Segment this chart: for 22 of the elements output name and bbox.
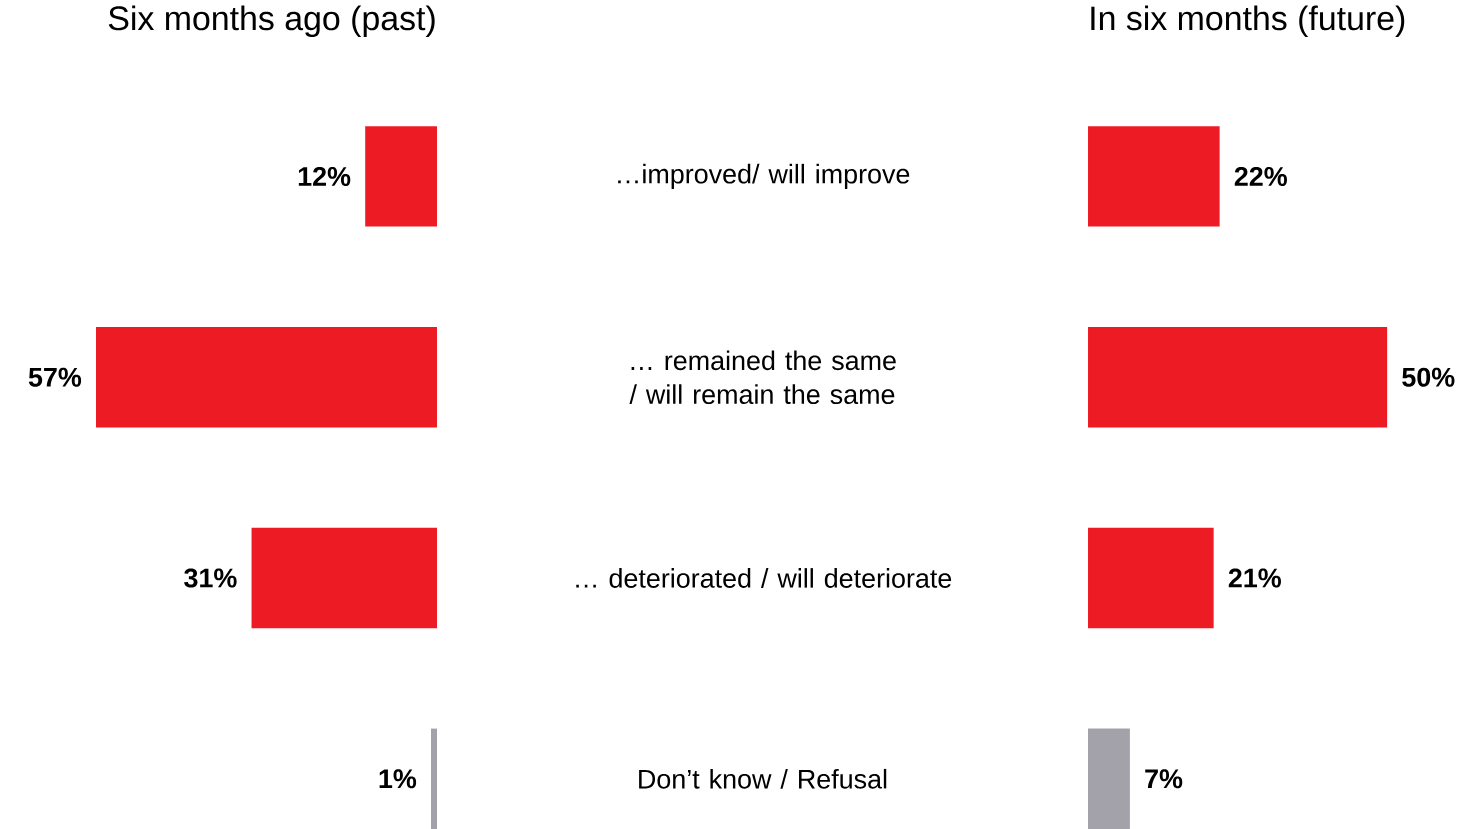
data-label: 50%: [1402, 367, 1455, 387]
bar: [365, 126, 437, 227]
y-tick-label: … remained the same / will remain the same: [629, 350, 896, 405]
bar: [96, 327, 437, 428]
chart-title: In six months (future): [1091, 5, 1405, 38]
y-tick-label: … deteriorated / will deteriorate: [576, 568, 952, 588]
data-label: 31%: [184, 568, 237, 588]
bar: [1088, 527, 1214, 629]
y-tick-label: Don’t know / Refusal: [639, 768, 887, 789]
data-label: 12%: [298, 166, 351, 186]
bar: [251, 527, 437, 629]
data-label: 57%: [28, 367, 82, 387]
data-label: 7%: [1145, 769, 1183, 789]
bar: [1088, 728, 1130, 829]
data-label: 1%: [379, 769, 417, 789]
bar: [1088, 126, 1220, 227]
y-tick-label: …improved/ will improve: [618, 163, 910, 189]
chart-title: Six months ago (past): [108, 5, 435, 38]
data-label: 21%: [1228, 568, 1281, 588]
bar: [1088, 327, 1388, 428]
data-label: 22%: [1234, 166, 1287, 186]
bar: [431, 728, 437, 829]
